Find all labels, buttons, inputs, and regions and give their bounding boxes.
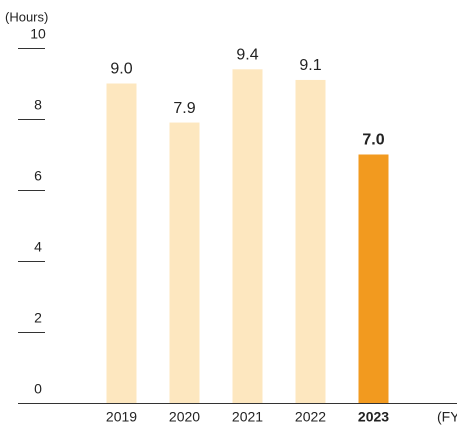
value-label: 7.0 [362,132,384,149]
value-label: 9.0 [110,61,132,78]
y-unit: (Hours) [5,9,48,24]
bar [106,83,137,403]
y-tick-label: 4 [34,239,42,255]
value-label: 9.4 [236,47,258,64]
x-tick-label: 2022 [295,409,326,425]
bar [232,69,263,404]
x-tick-label: 2023 [358,409,389,425]
y-tick-label: 0 [34,381,42,397]
x-unit: (FY [437,409,457,425]
y-tick-label: 8 [34,97,42,113]
bar [295,79,326,403]
y-tick-label: 2 [34,310,42,326]
value-label: 7.9 [173,100,195,117]
x-tick-label: 2020 [169,409,200,425]
x-tick-label: 2021 [232,409,263,425]
y-tick-label: 6 [34,168,42,184]
value-label: 9.1 [299,57,321,74]
bar [169,122,200,404]
bar [358,154,389,403]
x-tick-label: 2019 [106,409,137,425]
y-tick-label: 10 [30,26,46,42]
